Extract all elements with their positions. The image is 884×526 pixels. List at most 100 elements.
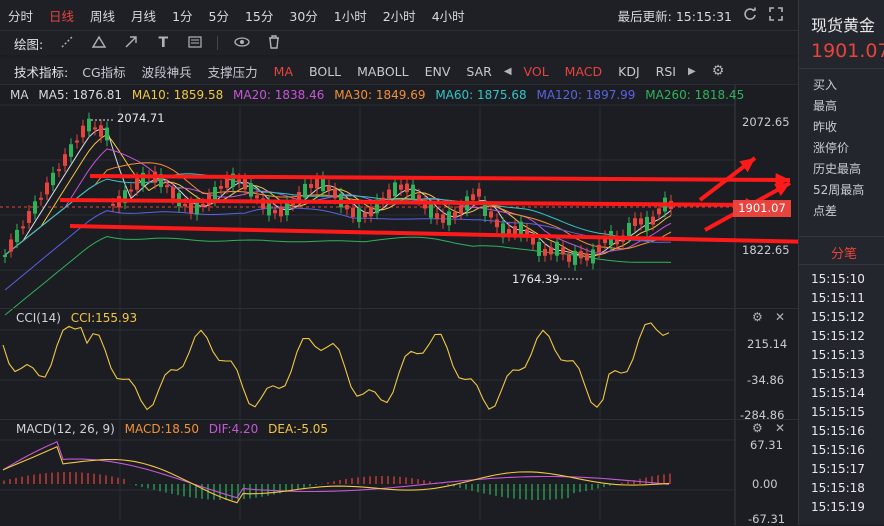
tab-monthly[interactable]: 月线 — [131, 8, 157, 24]
indicator-boduan[interactable]: 波段神兵 — [141, 64, 192, 80]
indicator-macd[interactable]: MACD — [564, 63, 603, 79]
instrument-price: 1901.07 — [811, 40, 884, 62]
fullscreen-icon[interactable] — [768, 6, 784, 24]
candle — [327, 185, 331, 190]
candle — [579, 251, 583, 259]
tab-fenshi[interactable]: 分时 — [8, 8, 34, 24]
indicator-boll[interactable]: BOLL — [309, 63, 342, 79]
candle — [195, 201, 199, 215]
settings-icon[interactable]: ⚙ — [711, 63, 725, 79]
candle — [213, 186, 217, 201]
indicator-ma[interactable]: MA — [273, 63, 294, 79]
quote-prev-close: 昨收 — [813, 120, 838, 134]
indicator-support[interactable]: 支撑压力 — [207, 64, 258, 80]
tab-1min[interactable]: 1分 — [172, 8, 193, 24]
arrow-tool-icon[interactable] — [123, 35, 139, 52]
indicator-sar[interactable]: SAR — [466, 63, 492, 79]
candle — [189, 202, 193, 214]
candle — [375, 199, 379, 214]
candle — [51, 172, 55, 186]
tab-4hour[interactable]: 4小时 — [431, 8, 465, 24]
candlestick-chart[interactable] — [0, 0, 798, 525]
ma10-value: MA10: 1859.58 — [131, 88, 224, 102]
candle — [87, 118, 91, 132]
candle — [183, 203, 187, 207]
cci-y-top: 215.14 — [747, 337, 788, 351]
eye-icon[interactable] — [234, 35, 250, 52]
macd-value: MACD:18.50 — [124, 422, 199, 436]
tab-2hour[interactable]: 2小时 — [382, 8, 416, 24]
candle — [279, 206, 283, 217]
tick-time: 15:15:16 — [811, 424, 865, 438]
macd-y-bottom: -67.31 — [748, 512, 786, 526]
pattern-tool-icon[interactable] — [187, 35, 203, 52]
trash-icon[interactable] — [266, 34, 282, 52]
candle — [615, 236, 619, 245]
tab-5min[interactable]: 5分 — [208, 8, 229, 24]
candle — [459, 205, 463, 214]
tab-daily[interactable]: 日线 — [49, 8, 75, 24]
candle — [81, 125, 85, 138]
refresh-icon[interactable] — [742, 7, 758, 24]
dea-line — [2, 445, 670, 504]
tab-1hour[interactable]: 1小时 — [333, 8, 367, 24]
cci-close-icon[interactable]: ✕ — [775, 310, 786, 324]
candle — [15, 229, 19, 243]
candle — [171, 187, 175, 199]
current-price-tag: 1901.07 — [733, 200, 791, 217]
macd-settings-icon[interactable]: ⚙ — [752, 421, 763, 435]
indicator-rsi[interactable]: RSI — [655, 63, 676, 79]
tick-time: 15:15:19 — [811, 500, 865, 514]
candle — [447, 211, 451, 226]
candle — [351, 207, 355, 217]
candle — [123, 190, 127, 204]
candle — [573, 250, 577, 265]
y-axis-label-bottom: 1822.65 — [742, 243, 790, 257]
macd-close-icon[interactable]: ✕ — [775, 421, 786, 435]
scroll-left-icon[interactable]: ◀ — [503, 65, 512, 77]
candle — [333, 188, 337, 199]
ma60-value: MA60: 1875.68 — [435, 88, 527, 102]
candle — [567, 254, 571, 262]
ma5-value: MA5: 1876.81 — [38, 88, 123, 102]
candle — [3, 255, 7, 257]
indicator-kdj[interactable]: KDJ — [618, 63, 640, 79]
ticks-divider — [799, 236, 884, 237]
triangle-tool-icon[interactable] — [91, 35, 107, 52]
macd-y-top: 67.31 — [750, 438, 783, 452]
tick-time: 15:15:11 — [811, 291, 865, 305]
indicator-cg[interactable]: CG指标 — [82, 64, 126, 80]
candle — [255, 195, 259, 199]
candle — [129, 189, 133, 192]
quote-panel: 现货黄金 1901.07 买入 最高 昨收 涨停价 历史最高 52周最高 点差 … — [798, 0, 884, 525]
candle — [99, 125, 103, 137]
tick-time: 15:15:16 — [811, 443, 865, 457]
text-tool-icon[interactable]: T — [158, 35, 168, 51]
candle — [321, 177, 325, 192]
ma-line — [4, 235, 672, 316]
indicator-vol[interactable]: VOL — [523, 63, 549, 79]
candle — [93, 127, 97, 130]
tab-30min[interactable]: 30分 — [289, 8, 318, 24]
candle — [165, 185, 169, 188]
tab-weekly[interactable]: 周线 — [90, 8, 116, 24]
tick-time: 15:15:18 — [811, 481, 865, 495]
indicator-maboll[interactable]: MABOLL — [357, 63, 409, 79]
candle — [111, 203, 115, 206]
tick-time: 15:15:13 — [811, 348, 865, 362]
tick-time: 15:15:14 — [811, 386, 865, 400]
tab-15min[interactable]: 15分 — [244, 8, 274, 24]
candle — [543, 248, 547, 256]
candle — [651, 216, 655, 225]
candle — [627, 222, 631, 237]
candle — [489, 211, 493, 218]
candle — [477, 188, 481, 197]
cci-title: CCI(14) — [16, 311, 61, 325]
drawing-label: 绘图: — [14, 36, 44, 52]
tick-time: 15:15:17 — [811, 462, 865, 476]
scroll-right-icon[interactable]: ▶ — [687, 65, 696, 77]
candle — [357, 208, 361, 222]
cci-settings-icon[interactable]: ⚙ — [752, 310, 763, 324]
candle — [57, 169, 61, 172]
indicator-env[interactable]: ENV — [424, 63, 451, 79]
